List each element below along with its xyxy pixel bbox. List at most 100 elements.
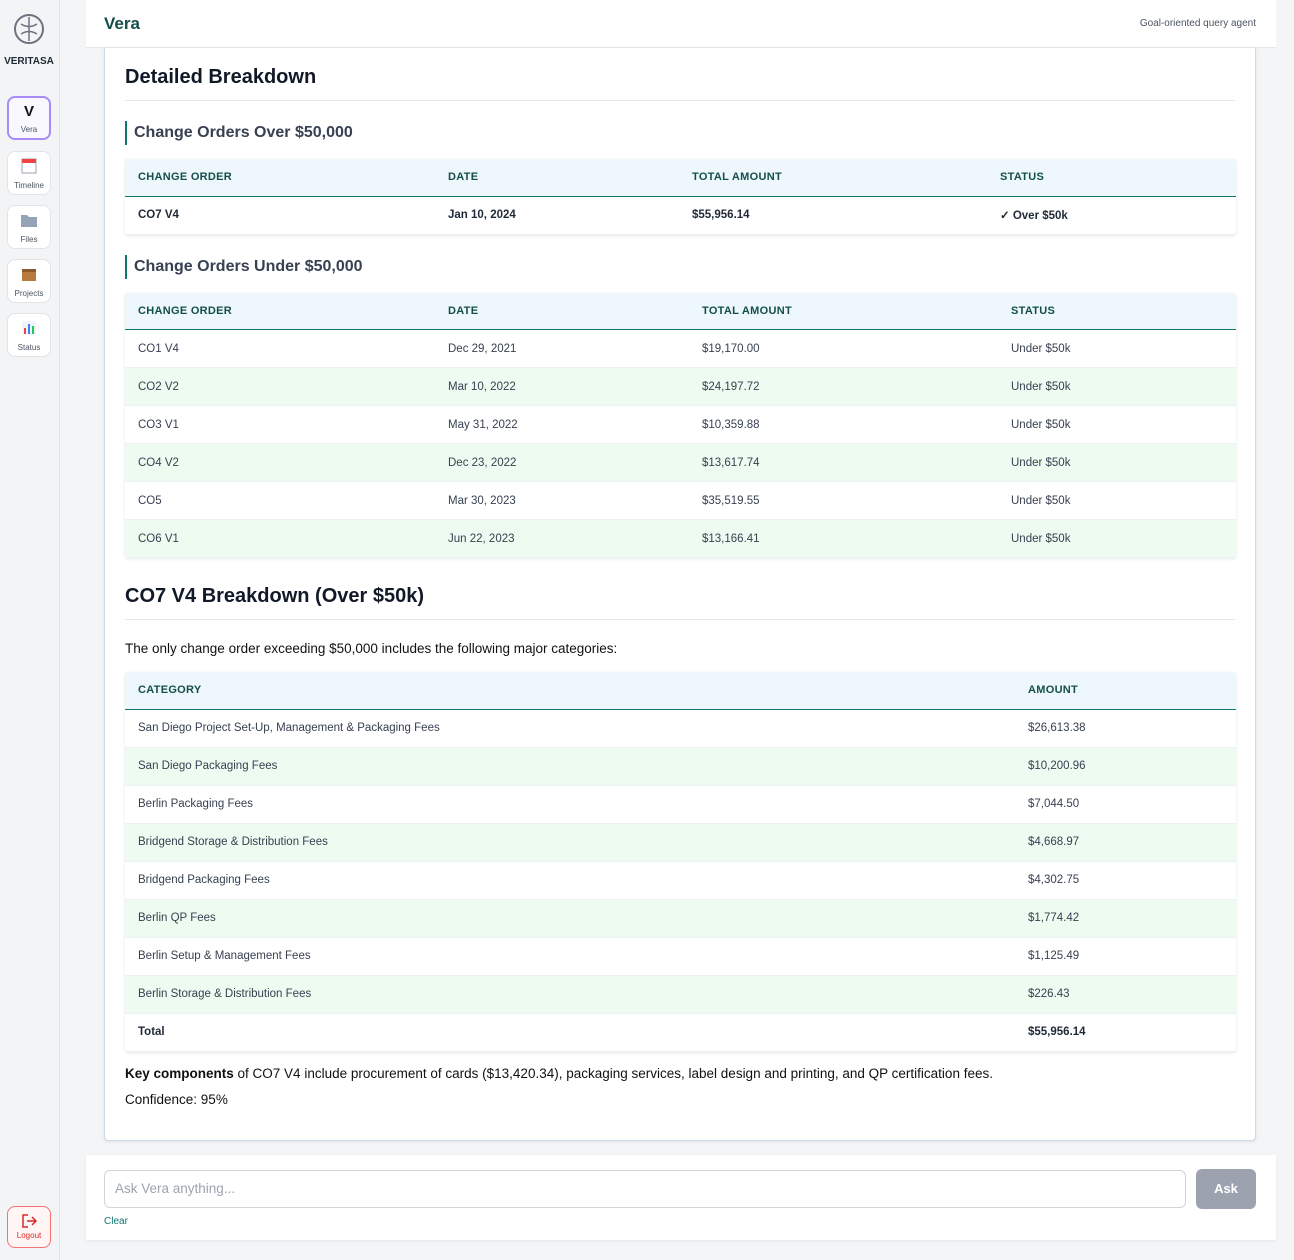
table-cell: $24,197.72 <box>689 367 998 406</box>
table-cell: Under $50k <box>998 481 1236 520</box>
table-cell: Berlin QP Fees <box>125 899 1015 938</box>
nav-icon <box>21 158 37 174</box>
nav-label: Status <box>17 343 41 352</box>
table-row: Berlin Packaging Fees $7,044.50 <box>125 785 1236 824</box>
table-cell: Jan 10, 2024 <box>435 196 679 235</box>
table-cell: $226.43 <box>1015 975 1236 1014</box>
column-header: DATE <box>435 159 679 197</box>
table-cell: $26,613.38 <box>1015 709 1236 748</box>
heading: Detailed Breakdown <box>125 66 1235 101</box>
table: CHANGE ORDER DATE TOTAL AMOUNT STATUS CO1 V4… <box>125 292 1236 558</box>
table-cell: Bridgend Packaging Fees <box>125 861 1015 900</box>
input-panel: Ask Vera anything... Ask Clear <box>86 1155 1276 1240</box>
table-cell: May 31, 2022 <box>435 405 689 444</box>
nav-label: Vera <box>20 125 38 134</box>
key-bold: Key components <box>125 1065 234 1081</box>
header: Vera Goal-oriented query agent <box>86 0 1276 48</box>
table-cell: $4,302.75 <box>1015 861 1236 900</box>
table-cell: Mar 10, 2022 <box>435 367 689 406</box>
table-row: CO4 V2 Dec 23, 2022 $13,617.74 Under $50k <box>125 443 1236 482</box>
table-row: CO7 V4 Jan 10, 2024 $55,956.14 ✓ Over $50k <box>125 196 1236 235</box>
nav-status[interactable]: Status <box>7 313 51 357</box>
table-cell: CO3 V1 <box>125 405 435 444</box>
key-components: Key components of CO7 V4 include procure… <box>125 1066 1235 1081</box>
table-row: Bridgend Storage & Distribution Fees $4,6… <box>125 823 1236 862</box>
table-row: CO3 V1 May 31, 2022 $10,359.88 Under $50k <box>125 405 1236 444</box>
table-cell: Under $50k <box>998 367 1236 406</box>
response-card: Detailed Breakdown Change Orders Over $5… <box>104 48 1256 1141</box>
table-cell: $10,359.88 <box>689 405 998 444</box>
column-header: DATE <box>435 292 689 330</box>
column-header: STATUS <box>987 159 1236 197</box>
column-header: TOTAL AMOUNT <box>689 292 998 330</box>
table-cell: $13,166.41 <box>689 519 998 558</box>
clear-link[interactable]: Clear <box>104 1216 128 1227</box>
table-cell: Bridgend Storage & Distribution Fees <box>125 823 1015 862</box>
section-title: Change Orders Over $50,000 <box>125 121 1235 145</box>
table-cell: Total <box>125 1013 1015 1052</box>
table-cell: $13,617.74 <box>689 443 998 482</box>
table-cell: San Diego Packaging Fees <box>125 747 1015 786</box>
table-row: San Diego Packaging Fees $10,200.96 <box>125 747 1236 786</box>
table-cell: $7,044.50 <box>1015 785 1236 824</box>
nav-icon <box>22 269 36 281</box>
intro: The only change order exceeding $50,000 … <box>125 641 618 656</box>
table-cell: CO5 <box>125 481 435 520</box>
table-cell: Dec 23, 2022 <box>435 443 689 482</box>
table-cell: Berlin Setup & Management Fees <box>125 937 1015 976</box>
table-cell: CO4 V2 <box>125 443 435 482</box>
header-row: CATEGORY AMOUNT <box>125 672 1236 710</box>
nav-timeline[interactable]: Timeline <box>7 151 51 195</box>
table-cell: ✓ Over $50k <box>987 196 1236 235</box>
nav-label: Projects <box>14 289 44 298</box>
logout-button[interactable]: Logout <box>7 1206 51 1248</box>
nav-icon <box>21 215 37 227</box>
table-cell: CO7 V4 <box>125 196 435 235</box>
brand: VERITASA <box>4 56 54 67</box>
ask-button[interactable]: Ask <box>1196 1169 1256 1209</box>
nav-vera[interactable]: V Vera <box>7 96 51 140</box>
column-header: CHANGE ORDER <box>125 292 435 330</box>
table: CATEGORY AMOUNT San Diego Project Set-Up, … <box>125 672 1236 1052</box>
table-cell: San Diego Project Set-Up, Management & P… <box>125 709 1015 748</box>
table-cell: Under $50k <box>998 519 1236 558</box>
logout-label: Logout <box>16 1231 42 1240</box>
table-row: CO1 V4 Dec 29, 2021 $19,170.00 Under $50k <box>125 329 1236 368</box>
table-cell: $1,125.49 <box>1015 937 1236 976</box>
header-title: Vera <box>104 14 140 33</box>
nav-label: Files <box>20 235 38 244</box>
nav-projects[interactable]: Projects <box>7 259 51 303</box>
nav-files[interactable]: Files <box>7 205 51 249</box>
key-text: of CO7 V4 include procurement of cards (… <box>233 1065 993 1081</box>
table-row: Total $55,956.14 <box>125 1013 1236 1052</box>
header-row: CHANGE ORDER DATE TOTAL AMOUNT STATUS <box>125 292 1236 330</box>
table-cell: $55,956.14 <box>679 196 987 235</box>
table-cell: Jun 22, 2023 <box>435 519 689 558</box>
table-row: CO5 Mar 30, 2023 $35,519.55 Under $50k <box>125 481 1236 520</box>
query-input[interactable]: Ask Vera anything... <box>104 1170 1186 1208</box>
heading: CO7 V4 Breakdown (Over $50k) <box>125 585 1235 620</box>
table-cell: Berlin Storage & Distribution Fees <box>125 975 1015 1014</box>
header-subtitle: Goal-oriented query agent <box>1139 18 1256 29</box>
table-cell: CO6 V1 <box>125 519 435 558</box>
table-cell: CO2 V2 <box>125 367 435 406</box>
table-cell: $35,519.55 <box>689 481 998 520</box>
table-row: Berlin QP Fees $1,774.42 <box>125 899 1236 938</box>
confidence: Confidence: 95% <box>125 1091 228 1107</box>
table-cell: $55,956.14 <box>1015 1013 1236 1052</box>
table-row: CO6 V1 Jun 22, 2023 $13,166.41 Under $50k <box>125 519 1236 558</box>
table: CHANGE ORDER DATE TOTAL AMOUNT STATUS CO7 V4… <box>125 159 1236 235</box>
table-cell: CO1 V4 <box>125 329 435 368</box>
table-cell: $10,200.96 <box>1015 747 1236 786</box>
header-row: CHANGE ORDER DATE TOTAL AMOUNT STATUS <box>125 159 1236 197</box>
column-header: CATEGORY <box>125 672 1015 710</box>
table-cell: Berlin Packaging Fees <box>125 785 1015 824</box>
table-cell: Under $50k <box>998 405 1236 444</box>
column-header: TOTAL AMOUNT <box>679 159 987 197</box>
table-cell: Under $50k <box>998 329 1236 368</box>
table-row: Bridgend Packaging Fees $4,302.75 <box>125 861 1236 900</box>
nav-icon: V <box>23 103 34 120</box>
column-header: CHANGE ORDER <box>125 159 435 197</box>
logout-icon <box>22 1214 38 1228</box>
